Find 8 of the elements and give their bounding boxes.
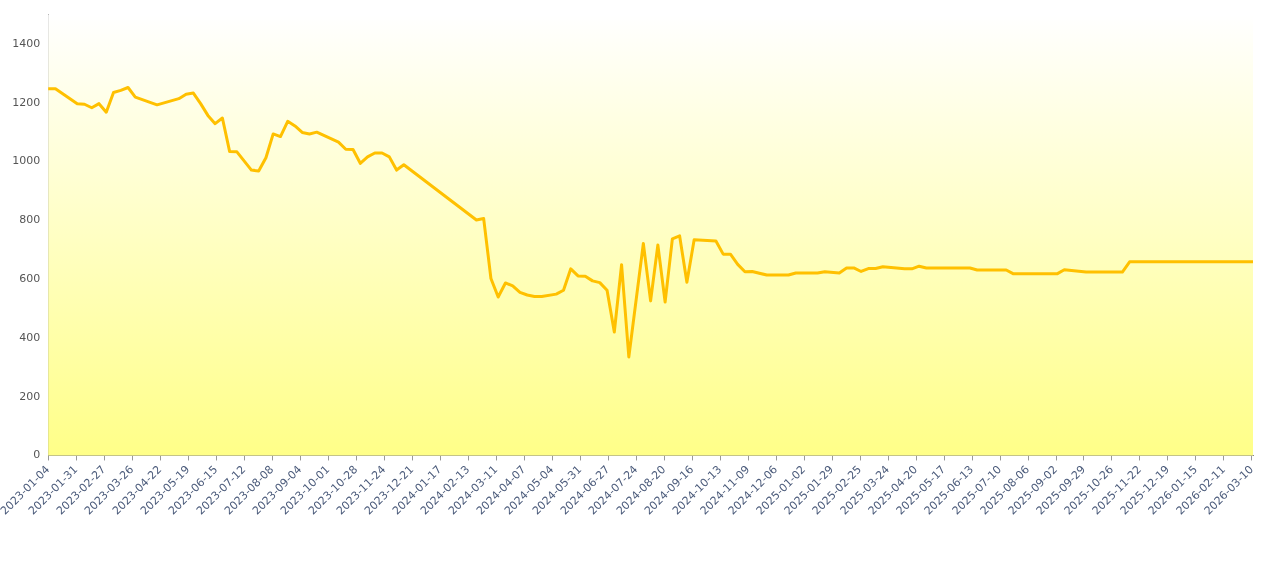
y-tick-label: 400 [19,330,41,344]
y-tick-label: 1200 [12,95,41,109]
y-tick-label: 0 [33,448,41,462]
y-tick-label: 800 [19,213,41,227]
y-tick-label: 1400 [12,36,41,50]
y-tick-label: 200 [19,389,41,403]
y-tick-label: 1000 [12,154,41,168]
y-tick-label: 600 [19,271,41,285]
